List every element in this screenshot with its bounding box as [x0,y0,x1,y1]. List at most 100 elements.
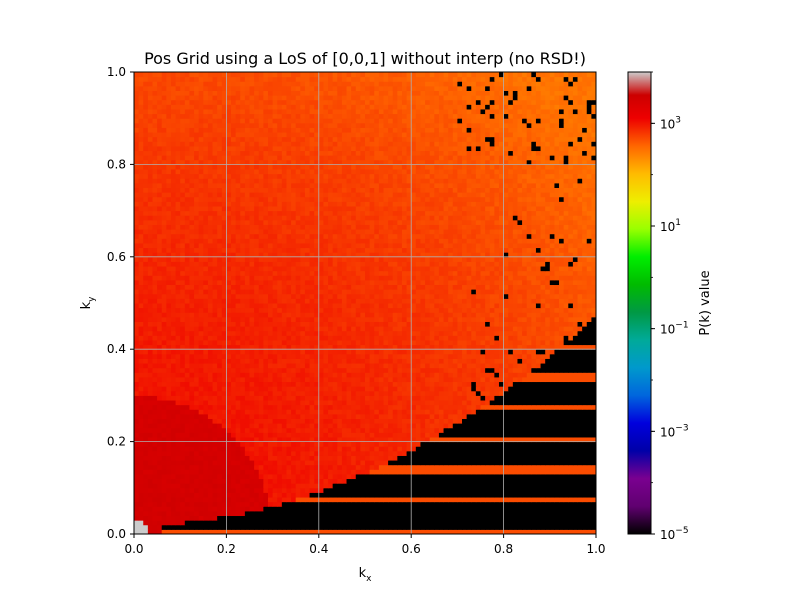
heatmap-cell [489,483,495,489]
heatmap-cell [212,363,218,369]
heatmap-cell [258,409,264,415]
heatmap-cell [429,427,435,433]
heatmap-cell [554,321,560,327]
heatmap-cell [392,381,398,387]
heatmap-cell [365,381,371,387]
heatmap-cell [526,446,532,452]
heatmap-cell [272,358,278,364]
heatmap-cell [314,367,320,373]
heatmap-cell [577,441,583,447]
heatmap-cell [170,436,177,443]
heatmap-cell [180,441,186,447]
heatmap-cell [304,339,311,346]
heatmap-cell [517,441,523,447]
heatmap-cell [212,353,218,359]
heatmap-cell [429,478,435,484]
heatmap-cell [545,510,551,517]
heatmap-cell [304,510,311,517]
heatmap-cell [143,344,149,350]
heatmap-cell [365,510,371,517]
heatmap-cell [563,326,569,332]
heatmap-cell [184,450,190,456]
heatmap-cell [512,335,518,341]
heatmap-cell [568,450,574,456]
heatmap-cell [540,363,546,369]
heatmap-cell [369,326,375,332]
heatmap-cell [420,326,426,332]
heatmap-cell [535,515,542,521]
heatmap-cell [170,372,177,378]
heatmap-cell [503,469,509,475]
heatmap-cell [401,372,408,378]
heatmap-cell [217,418,223,424]
heatmap-cell [309,386,315,392]
heatmap-cell [485,427,491,433]
heatmap-cell [337,312,343,318]
heatmap-cell [438,492,445,498]
heatmap-cell [568,303,574,309]
heatmap-cell [281,492,287,498]
heatmap-cell [198,497,204,503]
heatmap-cell [180,353,186,359]
heatmap-cell [517,487,523,493]
chart-title: Pos Grid using a LoS of [0,0,1] without … [144,49,586,68]
heatmap-cell [397,436,403,443]
heatmap-cell [281,353,287,359]
heatmap-cell [323,497,329,503]
heatmap-cell [244,497,250,503]
heatmap-cell [212,460,218,466]
heatmap-cell [267,312,274,318]
heatmap-cell [258,353,264,359]
heatmap-cell [304,363,311,369]
heatmap-cell [508,312,514,318]
heatmap-cell [240,367,246,373]
heatmap-cell [392,460,398,466]
heatmap-cell [157,464,163,470]
heatmap-cell [448,483,454,489]
heatmap-cell [240,432,246,438]
heatmap-cell [291,510,297,517]
heatmap-cell [559,330,565,336]
heatmap-cell [466,349,472,355]
heatmap-cell [554,367,560,373]
heatmap-cell [161,483,167,489]
heatmap-cells [134,72,596,534]
heatmap-cell [457,478,463,484]
heatmap-cell [475,446,481,452]
heatmap-cell [568,330,574,336]
heatmap-cell [240,487,246,493]
heatmap-cell [244,376,250,383]
heatmap-cell [498,441,505,447]
heatmap-cell [235,418,241,424]
heatmap-cell [244,529,250,534]
heatmap-cell [411,483,417,489]
heatmap-cell [291,307,297,313]
heatmap-cell [304,450,311,456]
heatmap-cell [314,307,320,313]
heatmap-cell [323,409,329,415]
heatmap-cell [425,506,431,512]
heatmap-cell [411,460,417,466]
heatmap-cell [217,473,223,480]
heatmap-cell [545,353,551,359]
heatmap-cell [244,487,250,493]
heatmap-cell [457,376,463,383]
heatmap-cell [175,515,181,521]
heatmap-cell [300,409,306,415]
heatmap-cell [572,441,579,447]
heatmap-cell [498,529,505,534]
heatmap-cell [559,450,565,456]
heatmap-cell [577,339,583,346]
heatmap-cell [170,515,177,521]
heatmap-cell [545,376,551,383]
heatmap-cell [475,473,481,480]
heatmap-cell [545,497,551,503]
heatmap-cell [591,436,596,443]
heatmap-cell [203,418,209,424]
heatmap-cell [161,367,167,373]
heatmap-cell [535,316,542,322]
heatmap-cell [221,312,227,318]
heatmap-cell [226,460,232,466]
heatmap-cell [263,358,269,364]
heatmap-cell [207,358,214,364]
